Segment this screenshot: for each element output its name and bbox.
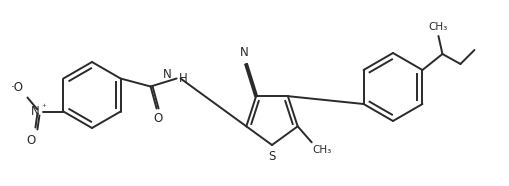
Text: ·O: ·O — [10, 81, 23, 94]
Text: N: N — [239, 46, 248, 59]
Text: N: N — [31, 105, 39, 118]
Text: S: S — [268, 150, 275, 163]
Text: H: H — [178, 72, 187, 85]
Text: O: O — [27, 134, 36, 147]
Text: CH₃: CH₃ — [312, 145, 331, 155]
Text: N: N — [162, 68, 171, 81]
Text: ⁺: ⁺ — [41, 103, 46, 112]
Text: CH₃: CH₃ — [428, 22, 447, 32]
Text: O: O — [153, 111, 162, 124]
